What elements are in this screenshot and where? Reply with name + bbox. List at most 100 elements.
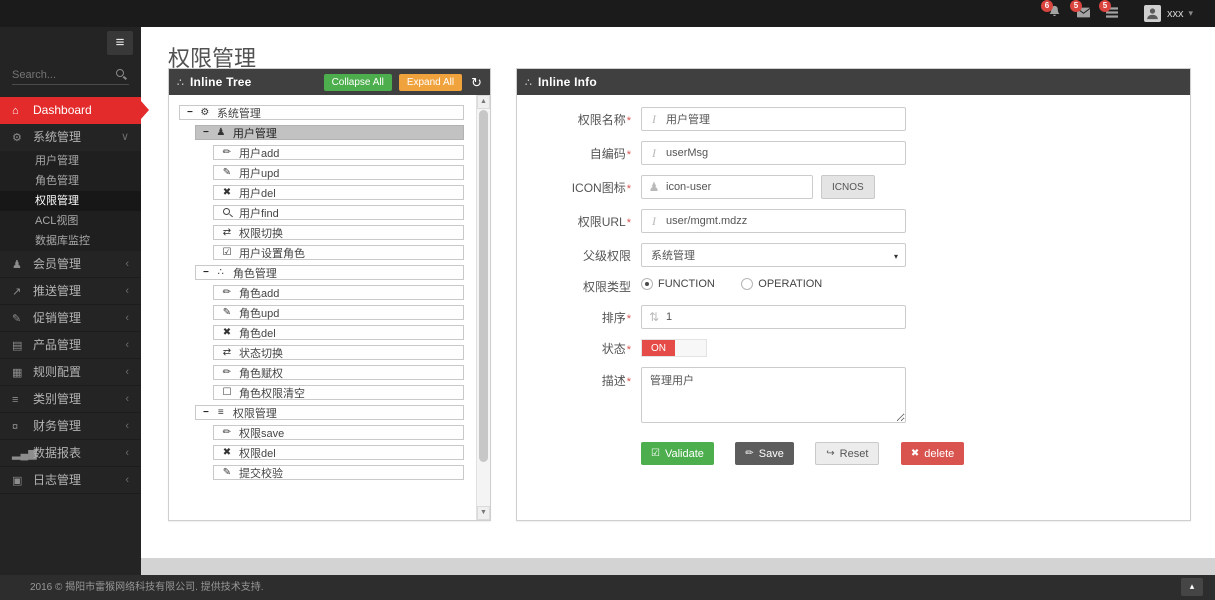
topbar: 6 5 5 xxx ▾ <box>0 0 1215 27</box>
tree-item[interactable]: ✏ 权限save <box>213 425 464 440</box>
status-toggle[interactable]: ON <box>641 339 707 357</box>
tree-item-label: 角色add <box>239 287 280 300</box>
code-input[interactable] <box>666 142 905 164</box>
reset-button[interactable]: ↪ Reset <box>815 442 880 465</box>
tasks-button[interactable]: 5 <box>1098 0 1118 23</box>
sort-icon: ⇅ <box>648 310 660 324</box>
sidebar-item-db-monitor[interactable]: 数据库监控 <box>0 231 141 251</box>
desc-textarea[interactable]: 管理用户 <box>641 367 906 423</box>
sidebar-item-log-mgmt[interactable]: ▣ 日志管理 ‹ <box>0 467 141 494</box>
sort-input[interactable] <box>666 306 905 328</box>
tree-item[interactable]: − ≡ 权限管理 <box>195 405 464 420</box>
scroll-up-button[interactable]: ▲ <box>477 95 490 109</box>
save-button[interactable]: ✏ Save <box>735 442 794 465</box>
search-icon[interactable] <box>115 68 127 80</box>
sidebar-item-label: Dashboard <box>33 103 92 117</box>
tree-item[interactable]: ☐ 角色权限清空 <box>213 385 464 400</box>
tree-item[interactable]: − ⚙ 系统管理 <box>179 105 464 120</box>
sidebar-item-member-mgmt[interactable]: ♟ 会员管理 ‹ <box>0 251 141 278</box>
radio-operation[interactable]: OPERATION <box>741 278 822 290</box>
sidebar-item-user-mgmt[interactable]: 用户管理 <box>0 151 141 171</box>
tree-item[interactable]: ✏ 角色add <box>213 285 464 300</box>
footer: 2016 © 揭阳市雷猴网络科技有限公司. 提供技术支持. <box>0 575 1215 600</box>
perm-url-input[interactable] <box>666 210 905 232</box>
collapse-toggle-icon[interactable]: − <box>187 107 193 118</box>
user-icon: ♟ <box>12 259 22 271</box>
tree-item[interactable]: ⇄ 权限切换 <box>213 225 464 240</box>
form-row-desc: 描述* 管理用户 <box>517 367 1190 428</box>
sidebar-item-product-mgmt[interactable]: ▤ 产品管理 ‹ <box>0 332 141 359</box>
icon-input[interactable] <box>666 176 814 198</box>
sidebar-item-label: 角色管理 <box>35 175 79 187</box>
sidebar-item-label: 类别管理 <box>33 392 82 406</box>
sidebar-item-perm-mgmt[interactable]: 权限管理 <box>0 191 141 211</box>
tree-item[interactable]: ⇄ 状态切换 <box>213 345 464 360</box>
perm-name-input[interactable] <box>666 108 905 130</box>
sidebar-item-dashboard[interactable]: ⌂ Dashboard <box>0 97 149 124</box>
tree-item[interactable]: ✏ 用户add <box>213 145 464 160</box>
tree-item[interactable]: ✖ 角色del <box>213 325 464 340</box>
validate-button[interactable]: ☑ Validate <box>641 442 714 465</box>
sidebar-item-acl-view[interactable]: ACL视图 <box>0 211 141 231</box>
back-to-top-button[interactable]: ▴ <box>1181 578 1203 596</box>
tree-item[interactable]: ☑ 用户设置角色 <box>213 245 464 260</box>
tree-item-label: 用户设置角色 <box>239 247 305 260</box>
tree-item-label: 用户find <box>239 207 279 220</box>
sidebar-item-role-mgmt[interactable]: 角色管理 <box>0 171 141 191</box>
gears-icon: ⚙ <box>200 106 210 118</box>
tree-item[interactable]: ✎ 用户upd <box>213 165 464 180</box>
inline-info-form: 权限名称* I 自编码* I ICON图标* ♟ ICNO <box>517 95 1190 465</box>
tree-item[interactable]: 用户find <box>213 205 464 220</box>
main-content: 权限管理 ∴ Inline Tree Collapse All Expand A… <box>141 27 1215 558</box>
form-row-perm-type: 权限类型 FUNCTION OPERATION <box>517 277 1190 295</box>
icnos-button[interactable]: ICNOS <box>821 175 875 199</box>
sidebar-item-finance-mgmt[interactable]: ¤ 财务管理 ‹ <box>0 413 141 440</box>
required-marker: * <box>626 114 631 127</box>
notifications-button[interactable]: 6 <box>1040 0 1061 23</box>
collapse-all-button[interactable]: Collapse All <box>323 73 392 91</box>
collapse-toggle-icon[interactable]: − <box>203 127 209 138</box>
tree-item[interactable]: − ∴ 角色管理 <box>195 265 464 280</box>
tree-body-list: − ⚙ 系统管理 − ♟ 用户管理 ✏ 用户add ✎ 用户upd ✖ 用户del 用户find ⇄ 权限切… <box>179 105 464 480</box>
user-menu[interactable]: xxx ▾ <box>1143 5 1193 22</box>
tree-item[interactable]: ✏ 角色赋权 <box>213 365 464 380</box>
sidebar-item-promo-mgmt[interactable]: ✎ 促销管理 ‹ <box>0 305 141 332</box>
scrollbar-thumb[interactable] <box>479 110 488 462</box>
sidebar-item-system-mgmt[interactable]: ⚙ 系统管理 ∨ <box>0 124 141 151</box>
collapse-toggle-icon[interactable]: − <box>203 267 209 278</box>
tree-item[interactable]: ✖ 权限del <box>213 445 464 460</box>
username: xxx <box>1166 7 1184 20</box>
calendar-icon: ▣ <box>12 475 23 487</box>
scroll-down-button[interactable]: ▼ <box>477 506 490 520</box>
expand-all-button[interactable]: Expand All <box>398 73 463 91</box>
parent-select[interactable]: 系统管理 ▾ <box>641 243 906 267</box>
tree-item[interactable]: − ♟ 用户管理 <box>195 125 464 140</box>
bottom-strip <box>141 558 1215 575</box>
collapse-toggle-icon[interactable]: − <box>203 407 209 418</box>
radio-selected-icon <box>641 278 653 290</box>
sidebar-item-push-mgmt[interactable]: ↗ 推送管理 ‹ <box>0 278 141 305</box>
refresh-icon[interactable]: ↻ <box>471 74 482 90</box>
search-input[interactable] <box>12 69 112 81</box>
text-cursor-icon: I <box>652 111 656 126</box>
tree-item[interactable]: ✎ 提交校验 <box>213 465 464 480</box>
tree-scrollbar[interactable]: ▲ ▼ <box>476 95 490 520</box>
messages-button[interactable]: 5 <box>1069 0 1091 23</box>
radio-function[interactable]: FUNCTION <box>641 278 715 290</box>
sidebar-item-category-mgmt[interactable]: ≡ 类别管理 ‹ <box>0 386 141 413</box>
tree-item[interactable]: ✖ 用户del <box>213 185 464 200</box>
sidebar-item-rule-config[interactable]: ▦ 规则配置 ‹ <box>0 359 141 386</box>
tree-item-label: 用户add <box>239 147 280 160</box>
delete-button[interactable]: ✖ delete <box>900 442 965 465</box>
inline-tree-panel: ∴ Inline Tree Collapse All Expand All ↻ … <box>168 68 491 521</box>
sidebar-item-data-report[interactable]: ▂▄▆数据报表 ‹ <box>0 440 141 467</box>
list-icon: ≡ <box>217 406 224 418</box>
chevron-left-icon: ‹ <box>125 393 129 405</box>
message-badge: 5 <box>1069 0 1082 12</box>
money-icon: ¤ <box>12 421 19 433</box>
sidebar-item-label: ACL视图 <box>35 215 79 227</box>
tree-icon: ∴ <box>525 76 532 89</box>
sidebar-toggle-button[interactable]: ≡ <box>107 31 133 55</box>
sidebar-item-label: 促销管理 <box>33 311 82 325</box>
tree-item[interactable]: ✎ 角色upd <box>213 305 464 320</box>
